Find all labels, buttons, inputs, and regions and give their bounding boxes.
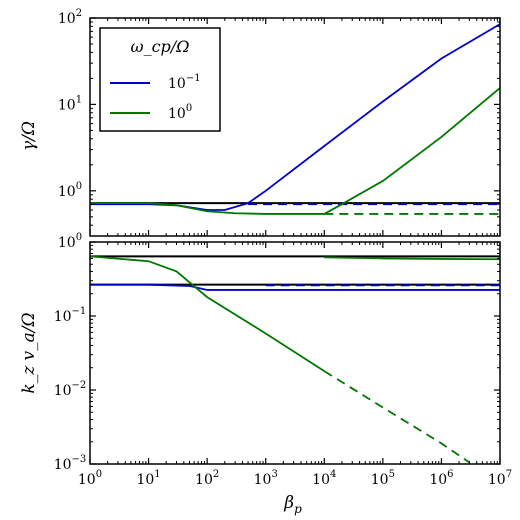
x-tick-label: 104	[312, 469, 336, 488]
top-y-axis-label: γ/Ω	[19, 121, 39, 151]
y-tick-label: 100	[58, 181, 82, 200]
y-tick-label: 100	[58, 232, 82, 251]
x-tick-label: 102	[195, 469, 219, 488]
x-tick-label: 105	[371, 469, 395, 488]
series-line-3	[90, 87, 500, 215]
series-line-4	[90, 255, 325, 372]
series-line-2	[90, 283, 500, 291]
bottom-panel: 100 101 102 103 104 105 106 107 10−3 10−2 10−1 100	[54, 232, 512, 488]
y-tick-label: 10−2	[54, 380, 87, 399]
x-tick-label: 103	[254, 469, 278, 488]
y-tick-label: 101	[58, 94, 82, 113]
x-axis-label-main: β	[283, 493, 294, 513]
x-tick-label: 101	[136, 469, 160, 488]
x-tick-label: 106	[429, 469, 453, 488]
y-tick-label: 10−1	[54, 306, 87, 325]
legend: ω_cp/Ω 10−1 100	[99, 27, 221, 132]
legend-label-1: 100	[168, 103, 192, 122]
series-line-5	[323, 370, 470, 464]
y-tick-label: 10−3	[54, 454, 87, 473]
bottom-y-axis-label: k_z v_a/Ω	[19, 312, 39, 393]
x-tick-label: 100	[78, 469, 102, 488]
series-group	[90, 255, 500, 464]
x-axis-label: βp	[283, 493, 302, 516]
series-group	[90, 23, 500, 215]
x-axis-label-sub: p	[294, 502, 302, 516]
legend-label-0: 10−1	[168, 73, 201, 92]
plot-frame	[89, 241, 501, 465]
plot-frame	[89, 17, 501, 237]
legend-title: ω_cp/Ω	[131, 37, 190, 56]
top-panel: 100 101 102 ω_cp/Ω 10−1 100	[58, 8, 501, 237]
y-tick-label: 102	[58, 8, 82, 27]
series-line-6	[324, 256, 500, 261]
x-tick-label: 107	[488, 469, 512, 488]
